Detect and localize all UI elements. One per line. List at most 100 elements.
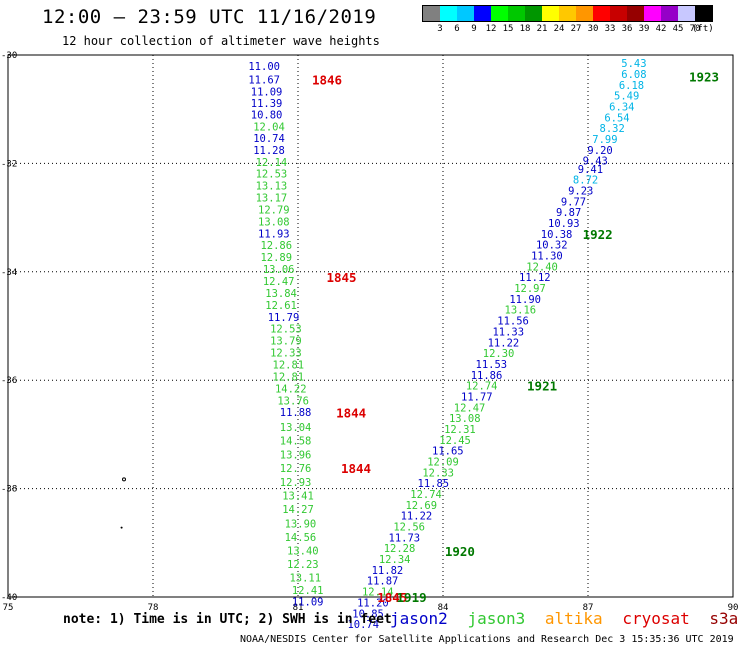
- swh-value: 11.33: [492, 326, 524, 338]
- legend-swatch-1: [440, 6, 457, 21]
- swh-value: 12.47: [263, 276, 295, 288]
- chart-title: 12:00 – 23:59 UTC 11/16/2019: [42, 6, 377, 28]
- swh-value: 11.09: [251, 86, 283, 98]
- footer-note: note: 1) Time is in UTC; 2) SWH is in fe…: [63, 612, 392, 627]
- swh-value: 12.81: [273, 359, 305, 371]
- swh-value: 12.47: [454, 402, 486, 414]
- legend-label-2: 9: [471, 24, 477, 34]
- y-tick-label: -40: [1, 593, 17, 603]
- swh-value: 12.74: [466, 381, 498, 393]
- swh-value: 12.04: [253, 122, 285, 134]
- credit-line: NOAA/NESDIS Center for Satellite Applica…: [240, 634, 734, 645]
- legend-label-12: 39: [638, 24, 650, 34]
- swh-value: 11.00: [248, 61, 280, 73]
- swh-value: 12.40: [526, 261, 558, 273]
- swh-value: 13.16: [505, 305, 537, 317]
- x-tick-label: 75: [3, 603, 14, 613]
- y-tick-label: -36: [1, 376, 17, 386]
- swh-value: 11.22: [401, 511, 433, 523]
- swh-value: 6.08: [621, 69, 646, 81]
- legend-label-16: (ft): [692, 24, 714, 34]
- swh-value: 11.79: [268, 312, 300, 324]
- legend-swatch-10: [593, 6, 610, 21]
- swh-value: 11.67: [248, 74, 280, 86]
- sat-altika: altika: [544, 609, 603, 628]
- swh-value: 13.40: [287, 545, 319, 557]
- time-label: 1844: [336, 406, 366, 421]
- swh-value: 10.32: [536, 240, 568, 252]
- swh-value: 11.12: [519, 272, 551, 284]
- swh-value: 12.81: [273, 371, 305, 383]
- legend-swatch-14: [661, 6, 678, 21]
- swh-value: 12.23: [287, 559, 319, 571]
- time-label: 1923: [689, 70, 719, 85]
- swh-value: 11.53: [476, 359, 508, 371]
- legend-labels: 3 6 9 12 15 18 21 24 27 30 33 36 39 42 45 70 (ft): [422, 24, 740, 38]
- x-tick-label: 81: [293, 603, 304, 613]
- swh-value: 14.56: [285, 532, 317, 544]
- legend-label-0: 3: [437, 24, 443, 34]
- swh-value: 13.96: [280, 449, 312, 461]
- time-label: 1922: [583, 227, 613, 242]
- legend-swatch-0: [423, 6, 440, 21]
- swh-value: 12.74: [410, 489, 442, 501]
- legend-label-6: 21: [536, 24, 548, 34]
- swh-value: 12.33: [422, 467, 454, 479]
- swh-value: 12.61: [265, 300, 297, 312]
- swh-value: 11.39: [251, 98, 283, 110]
- island-mark: [122, 477, 126, 482]
- legend-label-15: 70: [689, 24, 701, 34]
- time-label: 1920: [445, 544, 475, 559]
- swh-value: 12.97: [514, 283, 546, 295]
- swh-value: 13.11: [289, 572, 321, 584]
- swh-value: 11.90: [509, 294, 541, 306]
- x-tick-label: 87: [583, 603, 594, 613]
- swh-value: 11.86: [471, 370, 503, 382]
- swh-value: 12.53: [256, 169, 288, 181]
- swh-value: 13.06: [263, 264, 295, 276]
- swh-value: 12.89: [260, 252, 292, 264]
- legend-swatch-13: [644, 6, 661, 21]
- color-legend: 3 6 9 12 15 18 21 24 27 30 33 36 39 42 45 70 (ft): [422, 5, 714, 34]
- swh-value: 11.20: [357, 597, 389, 609]
- swh-value: 13.41: [282, 491, 314, 503]
- swh-value: 10.38: [541, 229, 573, 241]
- swh-value: 12.34: [379, 554, 411, 566]
- chart-subtitle: 12 hour collection of altimeter wave hei…: [62, 34, 380, 48]
- swh-value: 6.18: [619, 80, 644, 92]
- legend-label-7: 24: [553, 24, 565, 34]
- time-label: 1844: [341, 461, 371, 476]
- swh-value: 12.56: [393, 522, 425, 534]
- legend-swatch-4: [491, 6, 508, 21]
- legend-label-4: 15: [502, 24, 514, 34]
- sat-jason3: jason3: [467, 609, 526, 628]
- swh-value: 11.56: [497, 316, 529, 328]
- legend-label-10: 33: [604, 24, 616, 34]
- legend-swatch-9: [576, 6, 593, 21]
- swh-value: 11.85: [418, 478, 450, 490]
- legend-swatch-11: [610, 6, 627, 21]
- swh-value: 12.93: [280, 477, 312, 489]
- swh-value: 11.87: [367, 576, 399, 588]
- swh-value: 6.54: [604, 112, 629, 124]
- y-tick-label: -38: [1, 485, 17, 495]
- swh-value: 13.08: [258, 216, 290, 228]
- sat-jason2: jason2: [390, 609, 448, 628]
- x-tick-label: 84: [438, 603, 449, 613]
- sat-cryosat: cryosat: [622, 609, 690, 628]
- time-label: 1846: [312, 72, 342, 87]
- legend-swatch-15: [678, 6, 695, 21]
- legend-swatch-8: [559, 6, 576, 21]
- swh-value: 13.17: [256, 193, 288, 205]
- swh-value: 13.13: [256, 181, 288, 193]
- swh-value: 12.09: [427, 457, 459, 469]
- swh-value: 12.31: [444, 424, 476, 436]
- legend-swatches: [422, 5, 713, 22]
- swh-value: 12.14: [256, 157, 288, 169]
- swh-value: 10.93: [548, 218, 580, 230]
- swh-value: 9.41: [578, 164, 603, 176]
- swh-value: 9.20: [587, 145, 612, 157]
- legend-swatch-6: [525, 6, 542, 21]
- legend-label-9: 30: [587, 24, 599, 34]
- swh-value: 13.79: [270, 336, 302, 348]
